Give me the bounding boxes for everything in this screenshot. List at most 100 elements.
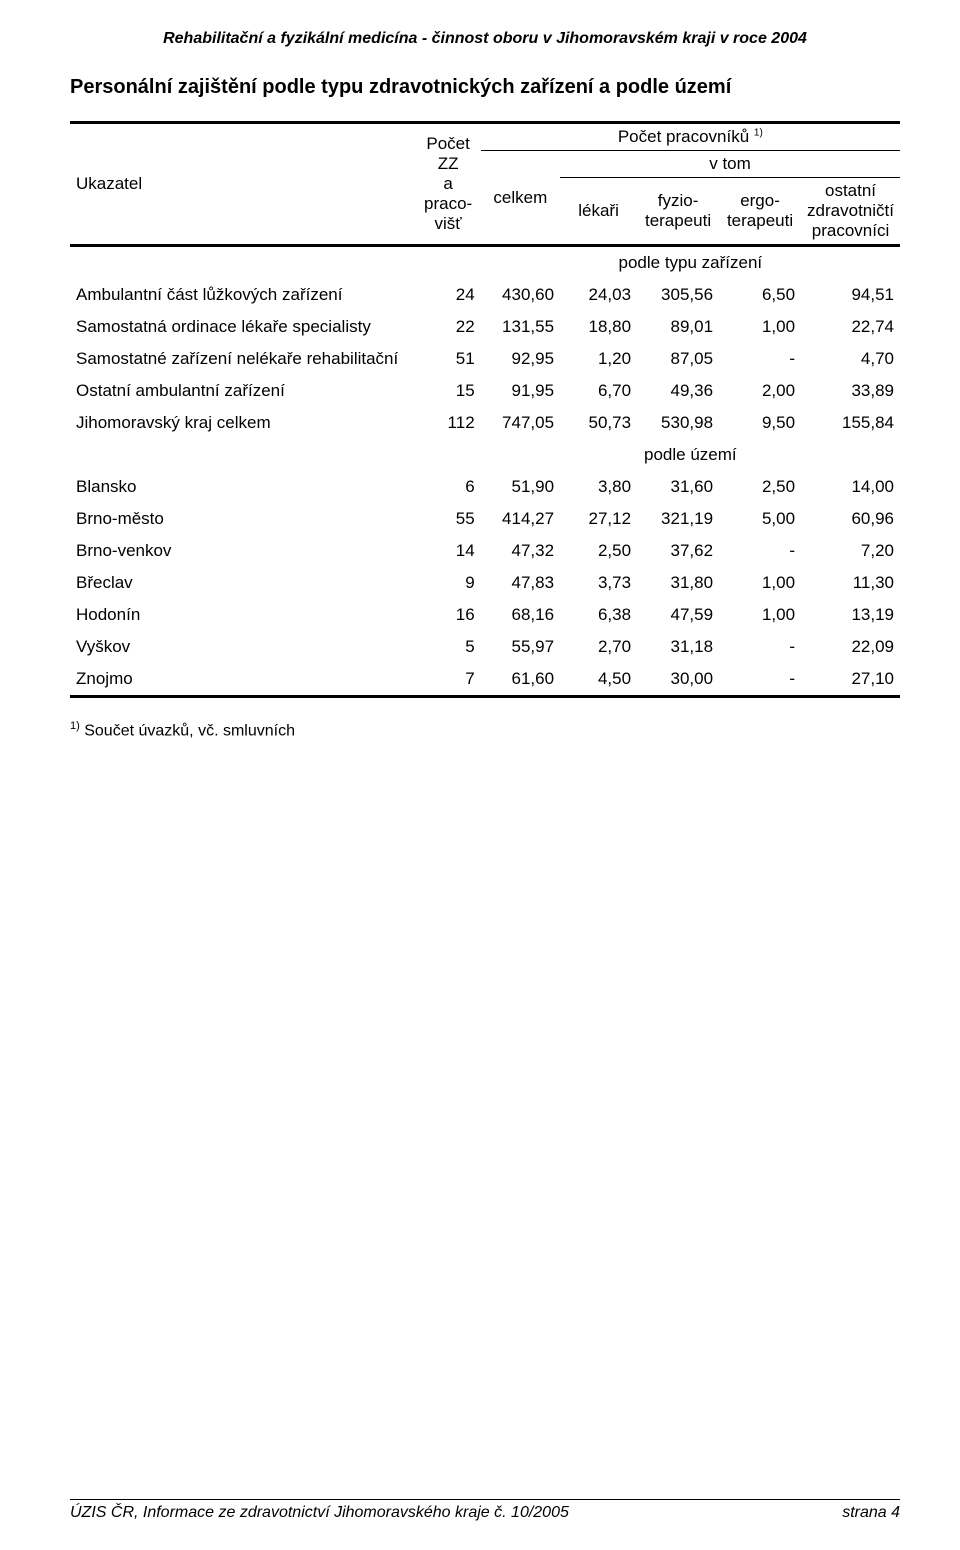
cell: 16 [416,599,481,631]
cell: 1,00 [719,599,801,631]
cell: 89,01 [637,311,719,343]
page-footer: ÚZIS ČR, Informace ze zdravotnictví Jiho… [70,1499,900,1522]
cell: 1,00 [719,311,801,343]
col-celkem: celkem [481,151,560,246]
section-label: podle území [481,439,900,471]
section-row: podle typu zařízení [70,246,900,280]
footnote: 1) Součet úvazků, vč. smluvních [70,720,900,740]
cell: - [719,535,801,567]
footer-left: ÚZIS ČR, Informace ze zdravotnictví Jiho… [70,1504,569,1522]
cell: 87,05 [637,343,719,375]
cell: 24,03 [560,279,637,311]
cell: 5,00 [719,503,801,535]
cell: 430,60 [481,279,560,311]
cell: - [719,663,801,697]
cell: 2,00 [719,375,801,407]
cell: 321,19 [637,503,719,535]
cell: 6 [416,471,481,503]
row-label: Hodonín [70,599,416,631]
cell: 9 [416,567,481,599]
page: Rehabilitační a fyzikální medicína - čin… [0,0,960,1550]
cell: 92,95 [481,343,560,375]
cell: 49,36 [637,375,719,407]
section-row: podle území [70,439,900,471]
col-ostatni: ostatní zdravotničtí pracovníci [801,178,900,246]
col-pocet-prac: Počet pracovníků 1) [481,123,900,151]
cell: 305,56 [637,279,719,311]
cell: 24 [416,279,481,311]
table-row: Brno-venkov 14 47,32 2,50 37,62 - 7,20 [70,535,900,567]
footnote-marker: 1) [70,720,80,732]
cell: 7,20 [801,535,900,567]
cell: 47,83 [481,567,560,599]
table-row: Znojmo 7 61,60 4,50 30,00 - 27,10 [70,663,900,697]
cell: 112 [416,407,481,439]
table-row: Samostatná ordinace lékaře specialisty 2… [70,311,900,343]
table-row: Vyškov 5 55,97 2,70 31,18 - 22,09 [70,631,900,663]
cell: 22,74 [801,311,900,343]
col-vtom: v tom [560,151,900,178]
cell: 2,50 [560,535,637,567]
cell: 747,05 [481,407,560,439]
row-label: Samostatná ordinace lékaře specialisty [70,311,416,343]
row-label: Blansko [70,471,416,503]
cell: 47,32 [481,535,560,567]
cell: 2,50 [719,471,801,503]
cell: 6,38 [560,599,637,631]
cell: - [719,343,801,375]
cell: 31,60 [637,471,719,503]
table-row: Hodonín 16 68,16 6,38 47,59 1,00 13,19 [70,599,900,631]
table-row: Blansko 6 51,90 3,80 31,60 2,50 14,00 [70,471,900,503]
cell: 94,51 [801,279,900,311]
row-label: Samostatné zařízení nelékaře rehabilitač… [70,343,416,375]
cell: 22,09 [801,631,900,663]
row-label: Ambulantní část lůžkových zařízení [70,279,416,311]
cell: 14 [416,535,481,567]
cell: 414,27 [481,503,560,535]
cell: 9,50 [719,407,801,439]
cell: 47,59 [637,599,719,631]
cell: 91,95 [481,375,560,407]
cell: 155,84 [801,407,900,439]
cell: 2,70 [560,631,637,663]
cell: 5 [416,631,481,663]
row-label: Vyškov [70,631,416,663]
cell: 6,70 [560,375,637,407]
cell: 22 [416,311,481,343]
cell: 51 [416,343,481,375]
col-pocet-prac-text: Počet pracovníků [618,127,754,146]
row-label: Jihomoravský kraj celkem [70,407,416,439]
cell: 30,00 [637,663,719,697]
cell: 1,20 [560,343,637,375]
cell: 55,97 [481,631,560,663]
table-row: Samostatné zařízení nelékaře rehabilitač… [70,343,900,375]
cell: 1,00 [719,567,801,599]
cell: 4,70 [801,343,900,375]
cell: 27,12 [560,503,637,535]
col-lekari: lékaři [560,178,637,246]
cell: 60,96 [801,503,900,535]
cell: 55 [416,503,481,535]
table-row: Ambulantní část lůžkových zařízení 24 43… [70,279,900,311]
section-label: podle typu zařízení [481,246,900,280]
cell: 18,80 [560,311,637,343]
cell: 31,80 [637,567,719,599]
col-pocet-zz: Počet ZZ a praco- višť [416,123,481,246]
footer-right: strana 4 [842,1504,900,1522]
cell: 11,30 [801,567,900,599]
footnote-text: Součet úvazků, vč. smluvních [80,722,295,739]
table-header-row: Ukazatel Počet ZZ a praco- višť Počet pr… [70,123,900,151]
cell: 14,00 [801,471,900,503]
cell: 37,62 [637,535,719,567]
col-pocet-prac-sup: 1) [754,127,763,138]
table-row: Ostatní ambulantní zařízení 15 91,95 6,7… [70,375,900,407]
running-header: Rehabilitační a fyzikální medicína - čin… [70,30,900,48]
table-row: Břeclav 9 47,83 3,73 31,80 1,00 11,30 [70,567,900,599]
cell: 51,90 [481,471,560,503]
cell: 3,73 [560,567,637,599]
cell: 6,50 [719,279,801,311]
table-row: Brno-město 55 414,27 27,12 321,19 5,00 6… [70,503,900,535]
col-ukazatel: Ukazatel [70,123,416,246]
col-fyzio: fyzio- terapeuti [637,178,719,246]
cell: 61,60 [481,663,560,697]
